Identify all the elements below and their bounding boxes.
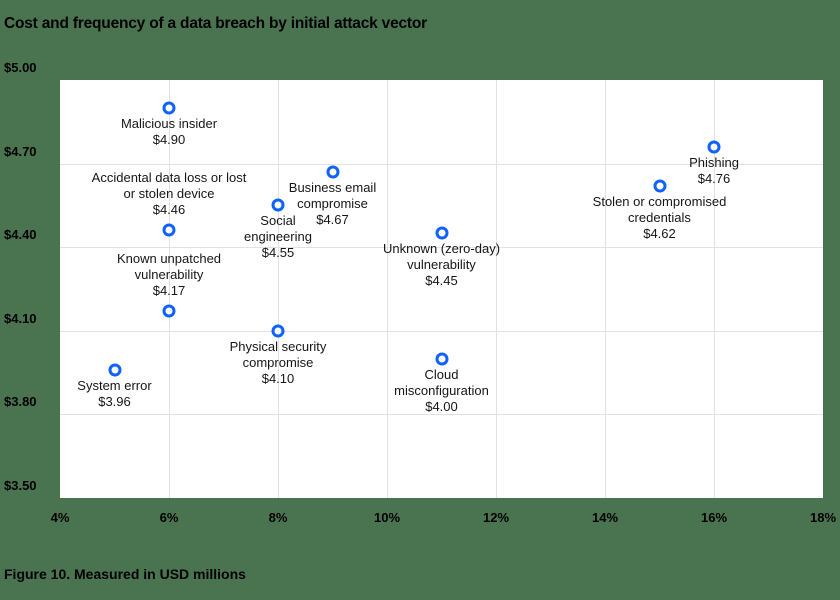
point-name-line: Malicious insider [120, 115, 218, 131]
point-name-line: Stolen or compromised [592, 193, 727, 209]
data-point-label: Phishing $4.76 [689, 155, 739, 187]
gridline-horizontal [60, 163, 823, 165]
point-name-line: Accidental data loss or lost [91, 170, 247, 186]
data-point-label: Cloud misconfiguration $4.00 [394, 367, 489, 415]
data-point-label: Social engineering $4.55 [244, 213, 312, 261]
y-tick-label: $4.70 [4, 143, 37, 159]
point-value: $4.76 [697, 170, 731, 186]
x-tick-label: 12% [482, 510, 510, 525]
gridline-horizontal [60, 414, 823, 416]
gridline-vertical [496, 80, 497, 498]
data-point-marker[interactable] [435, 226, 448, 240]
point-name-line: vulnerability [407, 257, 476, 273]
point-name-line: credentials [628, 209, 691, 225]
gridline-horizontal [60, 330, 823, 332]
point-value: $4.10 [261, 370, 295, 386]
point-name-line: Unknown (zero-day) [382, 241, 501, 257]
data-point-label: Business email compromise $4.67 [289, 180, 376, 228]
data-point-marker[interactable] [108, 363, 121, 377]
data-point-label: System error $3.96 [77, 378, 151, 410]
point-value: $4.90 [152, 131, 186, 147]
data-point-marker[interactable] [653, 179, 666, 193]
x-tick-label: 16% [700, 510, 728, 525]
figure-caption: Figure 10. Measured in USD millions [4, 566, 246, 582]
point-name-line: Cloud [424, 366, 459, 382]
data-point-marker[interactable] [162, 304, 176, 318]
point-value: $4.67 [316, 211, 349, 227]
data-point-marker[interactable] [326, 165, 339, 179]
y-tick-label: $4.10 [4, 310, 37, 326]
gridline-vertical [714, 80, 715, 498]
point-value: $4.00 [425, 398, 458, 414]
point-value: $4.17 [152, 283, 186, 299]
gridline-horizontal [60, 247, 823, 249]
x-tick-label: 14% [591, 510, 619, 525]
x-tick-label: 10% [373, 510, 401, 525]
point-name-line: Known unpatched [116, 251, 222, 267]
point-name-line: System error [77, 377, 152, 393]
point-name-line: engineering [244, 229, 312, 245]
gridline-vertical [278, 80, 279, 498]
data-point-label: Known unpatched vulnerability $4.17 [117, 251, 221, 299]
y-tick-label: $3.50 [4, 478, 37, 493]
data-point-marker[interactable] [271, 198, 285, 212]
x-tick-label: 4% [50, 510, 70, 525]
data-point-label: Stolen or compromised credentials $4.62 [593, 194, 727, 242]
point-name-line: Phishing [689, 154, 739, 170]
data-point-marker[interactable] [162, 223, 176, 237]
gridline-vertical [387, 80, 388, 498]
point-value: $4.45 [425, 273, 458, 289]
data-point-label: Accidental data loss or lost or stolen de… [92, 170, 247, 218]
point-value: $4.62 [643, 225, 676, 241]
point-name-line: Business email [288, 179, 377, 195]
chart-title: Cost and frequency of a data breach by i… [4, 15, 427, 32]
data-point-marker[interactable] [162, 101, 176, 115]
x-tick-label: 18% [809, 510, 837, 525]
data-point-label: Malicious insider $4.90 [121, 116, 217, 148]
point-name-line: vulnerability [134, 267, 204, 283]
y-tick-label: $5.00 [4, 60, 37, 75]
point-name-line: Physical security [229, 338, 327, 354]
plot-area: Malicious insider $4.90 Accidental data lo… [60, 80, 823, 498]
data-point-marker[interactable] [435, 352, 448, 366]
point-name-line: misconfiguration [394, 382, 489, 398]
point-value: $4.46 [152, 202, 186, 218]
x-tick-label: 6% [159, 510, 179, 525]
data-point-label: Physical security compromise $4.10 [230, 339, 327, 387]
data-point-marker[interactable] [271, 324, 285, 338]
point-value: $3.96 [98, 393, 131, 409]
point-name-line: or stolen device [123, 186, 215, 202]
gridline-vertical [605, 80, 606, 498]
data-point-label: Unknown (zero-day) vulnerability $4.45 [383, 241, 500, 289]
x-tick-label: 8% [268, 510, 288, 525]
y-tick-label: $3.80 [4, 394, 37, 410]
point-name-line: compromise [242, 354, 314, 370]
point-name-line: Social [260, 213, 296, 229]
y-tick-label: $4.40 [4, 227, 37, 243]
gridline-vertical [169, 80, 170, 498]
point-value: $4.55 [261, 245, 295, 261]
data-point-marker[interactable] [707, 140, 721, 154]
point-name-line: compromise [297, 195, 368, 211]
